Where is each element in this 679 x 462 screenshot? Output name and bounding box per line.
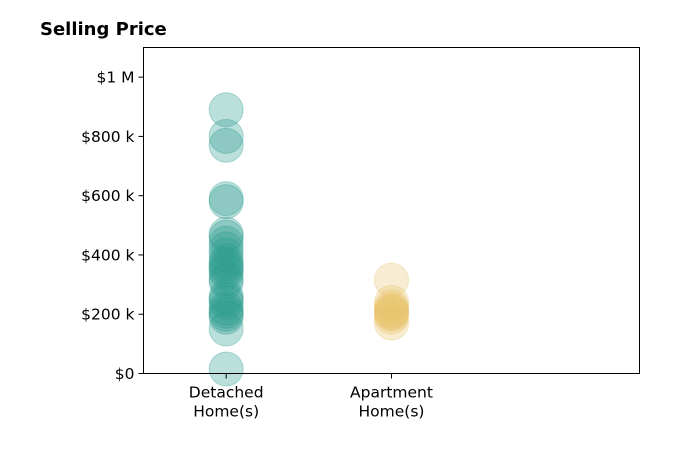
data-point [208, 249, 244, 285]
data-point [208, 225, 244, 261]
data-point [208, 299, 244, 335]
data-point [374, 293, 409, 329]
data-point [374, 295, 409, 331]
data-point [208, 252, 244, 288]
data-point [208, 351, 244, 387]
data-point [208, 293, 244, 329]
data-point [208, 281, 244, 317]
y-axis: $0 $200 k $400 k $600 k $800 k $1 M [81, 69, 144, 383]
data-point [374, 289, 409, 325]
y-tick-label: $1 M [96, 69, 134, 87]
data-point [208, 231, 244, 267]
data-point [208, 255, 244, 291]
data-point [208, 278, 244, 314]
data-points [208, 92, 409, 387]
data-point [208, 290, 244, 326]
data-point [374, 296, 409, 332]
data-point [374, 292, 409, 328]
data-point [208, 219, 244, 255]
data-point [208, 311, 244, 347]
x-tick-label: Apartment Home(s) [350, 384, 433, 421]
data-point [374, 299, 409, 335]
data-point [374, 262, 409, 298]
data-point [208, 296, 244, 332]
x-tick-label: Detached Home(s) [189, 384, 264, 421]
data-point [208, 243, 244, 279]
data-point [374, 305, 409, 341]
data-point [208, 92, 244, 128]
y-tick-label: $600 k [81, 187, 134, 205]
data-point [208, 181, 244, 217]
y-tick-label: $800 k [81, 128, 134, 146]
data-point [208, 264, 244, 300]
y-tick-label: $400 k [81, 246, 134, 264]
y-tick-label: $200 k [81, 306, 134, 324]
data-point [208, 216, 244, 252]
y-tick-label: $0 [115, 365, 135, 383]
data-point [208, 184, 244, 220]
data-point [208, 118, 244, 154]
data-point [374, 284, 409, 320]
data-point [208, 127, 244, 163]
data-point [208, 261, 244, 297]
chart-title: Selling Price [40, 19, 167, 40]
x-axis: Detached Home(s) Apartment Home(s) [189, 373, 433, 421]
data-point [208, 284, 244, 320]
data-point [208, 237, 244, 273]
data-point [208, 246, 244, 282]
